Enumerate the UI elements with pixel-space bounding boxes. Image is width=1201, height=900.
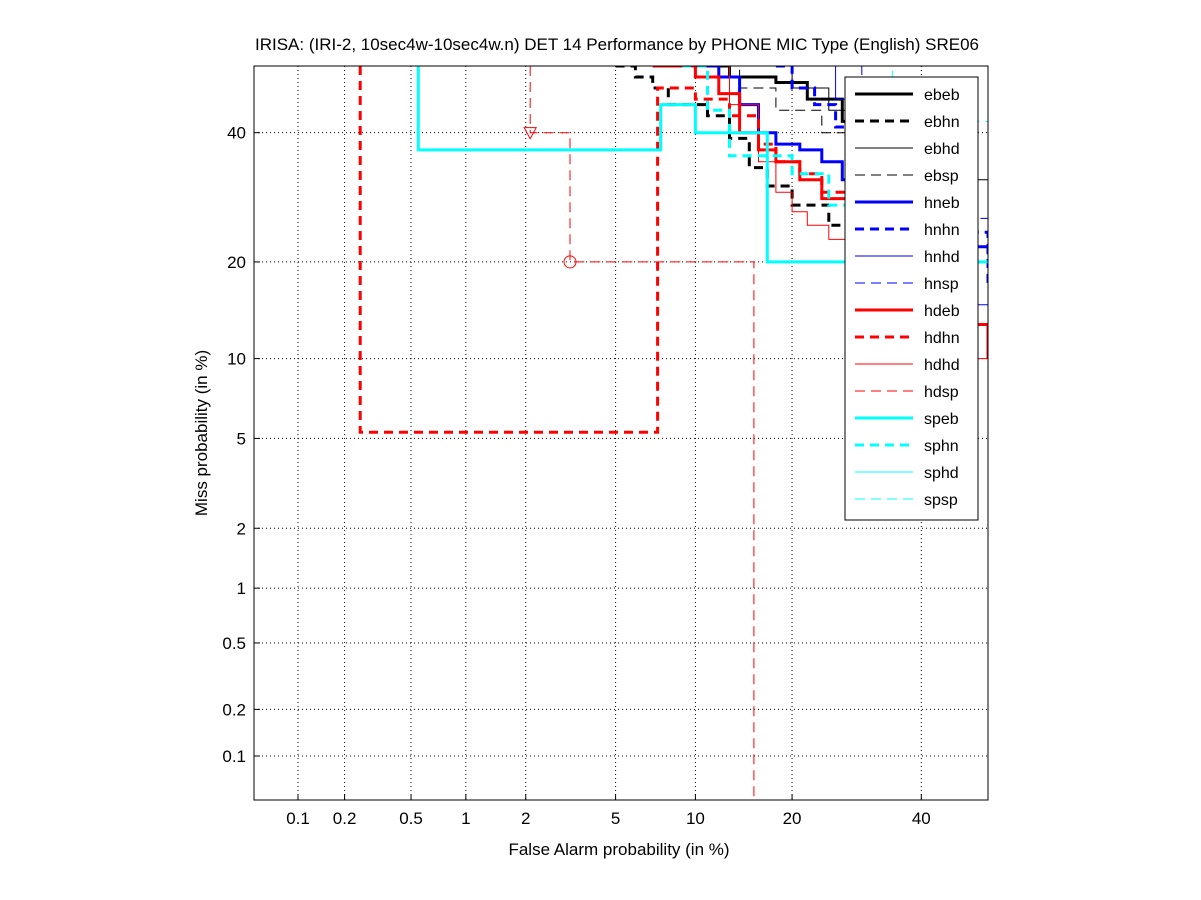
axes-box — [253, 65, 989, 801]
legend-label-ebhd: ebhd — [924, 141, 960, 158]
x-tick-label: 0.1 — [286, 809, 310, 828]
legend-label-hdhd: hdhd — [924, 357, 960, 374]
legend-label-speb: speb — [924, 411, 959, 428]
chart-title: IRISA: (IRI-2, 10sec4w-10sec4w.n) DET 14… — [255, 35, 979, 54]
y-tick-label: 2 — [237, 519, 246, 538]
legend-label-ebeb: ebeb — [924, 87, 960, 104]
axes: 0.1 0.2 0.5 1 2 5 10 20 40 0.1 0.2 0.5 1 2 5 10 20 40 — [222, 65, 989, 828]
y-tick-label: 0.2 — [222, 700, 246, 719]
marker-hdsp-circle — [563, 255, 577, 269]
y-tick-label: 20 — [227, 253, 246, 272]
x-tick-label: 0.5 — [399, 809, 423, 828]
legend-box — [844, 76, 979, 521]
x-tick-label: 2 — [521, 809, 530, 828]
legend-label-sphn: sphn — [924, 438, 959, 455]
marker-hdsp-triangle — [523, 127, 538, 140]
y-axis-label: Miss probability (in %) — [192, 350, 211, 516]
y-tick-label: 5 — [237, 429, 246, 448]
x-tick-label: 20 — [783, 809, 802, 828]
series-speb-line — [416, 66, 988, 264]
y-tick-label: 40 — [227, 124, 246, 143]
x-tick-label: 10 — [686, 809, 705, 828]
legend-label-hdsp: hdsp — [924, 384, 959, 401]
legend-label-ebhn: ebhn — [924, 114, 960, 131]
x-tick-label: 5 — [611, 809, 620, 828]
y-tick-label: 0.5 — [222, 634, 246, 653]
legend-label-ebsp: ebsp — [924, 168, 959, 185]
y-tick-label: 10 — [227, 350, 246, 369]
legend-label-hneb: hneb — [924, 195, 960, 212]
legend-label-hnhn: hnhn — [924, 222, 960, 239]
y-tick-label: 0.1 — [222, 747, 246, 766]
x-axis-label: False Alarm probability (in %) — [508, 840, 729, 859]
legend-label-hdeb: hdeb — [924, 303, 960, 320]
x-tick-label: 0.2 — [333, 809, 357, 828]
legend-label-hnsp: hnsp — [924, 276, 959, 293]
legend-label-hnhd: hnhd — [924, 249, 960, 266]
x-tick-label: 1 — [461, 809, 470, 828]
legend: ebeb ebhn ebhd ebsp hneb hnhn hnhd hnsp hdeb hdhn… — [844, 76, 979, 521]
series-hdsp-line — [529, 66, 755, 800]
series-hdhn-line — [358, 66, 923, 434]
y-tick-label: 1 — [237, 579, 246, 598]
legend-label-hdhn: hdhn — [924, 330, 960, 347]
x-tick-label: 40 — [912, 809, 931, 828]
legend-label-sphd: sphd — [924, 465, 959, 482]
legend-label-spsp: spsp — [924, 492, 958, 509]
